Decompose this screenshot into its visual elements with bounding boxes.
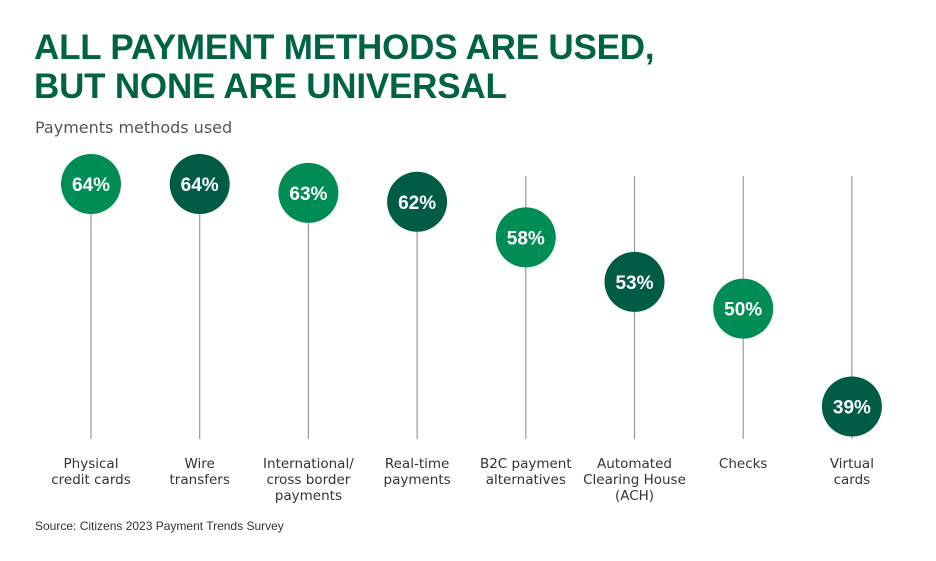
category-label-line: payments [384, 472, 451, 488]
value-label: 39% [833, 398, 871, 419]
value-label: 50% [724, 300, 762, 321]
source-note: Source: Citizens 2023 Payment Trends Sur… [35, 519, 284, 533]
category-label: Physical credit cards [51, 456, 131, 488]
category-label-line: credit cards [51, 472, 131, 488]
category-label-line: payments [275, 488, 342, 504]
value-bubble [821, 376, 882, 437]
chart-item: 64% Wire transfers [170, 154, 230, 488]
value-label: 53% [615, 273, 653, 294]
value-label: 63% [289, 184, 327, 205]
chart-title: ALL PAYMENT METHODS ARE USED, BUT NONE A… [34, 28, 655, 106]
category-label: Checks [719, 456, 768, 472]
category-label: B2C payment alternatives [480, 456, 572, 488]
category-label: Real-time payments [384, 456, 451, 488]
value-bubble [495, 207, 556, 268]
category-label-line: International/ [263, 456, 354, 472]
value-label: 64% [181, 175, 219, 196]
category-label-line: (ACH) [615, 488, 654, 504]
value-bubble [169, 154, 230, 214]
category-label-line: Checks [719, 456, 768, 472]
chart-item: 62% Real-time payments [384, 171, 451, 488]
chart-subtitle: Payments methods used [35, 118, 233, 137]
value-bubble [604, 251, 665, 312]
value-bubble [61, 154, 121, 214]
chart-item: 63% International/cross border payments [263, 162, 354, 504]
chart-title-line-2: BUT NONE ARE UNIVERSAL [34, 67, 507, 106]
category-label-line: Clearing House [583, 472, 686, 488]
value-label: 58% [507, 228, 545, 249]
chart-item: 50% Checks [713, 176, 774, 472]
category-label-line: Real-time [385, 456, 449, 472]
chart-item: 58% B2C payment alternatives [480, 176, 572, 488]
category-label: Automated Clearing House (ACH) [583, 456, 686, 504]
chart-item: 39% Virtual cards [821, 176, 882, 488]
category-label-line: Physical [64, 456, 119, 472]
category-label: International/cross border payments [263, 456, 354, 504]
chart-item: 53% Automated Clearing House (ACH) [583, 176, 686, 504]
value-bubble [713, 278, 774, 339]
value-bubble [278, 162, 339, 223]
value-label: 64% [72, 175, 110, 196]
chart-item: 64% Physical credit cards [51, 154, 131, 488]
category-label-line: B2C payment [480, 456, 572, 472]
category-label-line: Automated [597, 456, 672, 472]
category-label-line: Wire [185, 456, 215, 472]
category-label: Wire transfers [170, 456, 230, 488]
chart-title-line-1: ALL PAYMENT METHODS ARE USED, [34, 28, 655, 67]
category-label-line: Virtual [830, 456, 874, 472]
value-label: 62% [398, 193, 436, 214]
value-bubble [387, 171, 448, 232]
category-label: Virtual cards [830, 456, 874, 488]
category-label-line: alternatives [486, 472, 566, 488]
category-label-line: cross border [266, 472, 350, 488]
category-label-line: cards [834, 472, 871, 488]
category-label-line: transfers [170, 472, 230, 488]
